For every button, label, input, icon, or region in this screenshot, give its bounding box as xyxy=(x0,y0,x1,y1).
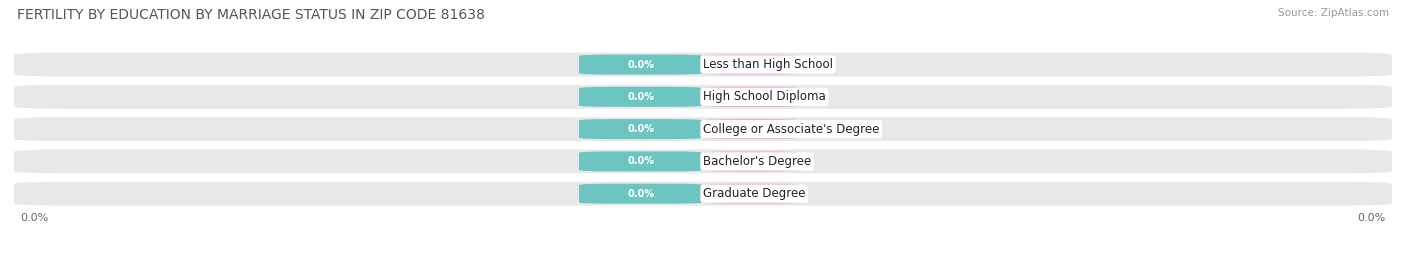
FancyBboxPatch shape xyxy=(703,119,800,139)
Text: 0.0%: 0.0% xyxy=(738,156,765,167)
FancyBboxPatch shape xyxy=(14,182,1392,206)
FancyBboxPatch shape xyxy=(579,119,703,139)
FancyBboxPatch shape xyxy=(579,87,703,107)
FancyBboxPatch shape xyxy=(703,151,800,171)
Text: 0.0%: 0.0% xyxy=(627,156,655,167)
FancyBboxPatch shape xyxy=(579,184,703,204)
Text: Less than High School: Less than High School xyxy=(703,58,832,71)
FancyBboxPatch shape xyxy=(703,55,800,75)
FancyBboxPatch shape xyxy=(703,87,800,107)
FancyBboxPatch shape xyxy=(14,117,1392,141)
Text: Source: ZipAtlas.com: Source: ZipAtlas.com xyxy=(1278,8,1389,18)
Text: Bachelor's Degree: Bachelor's Degree xyxy=(703,155,811,168)
Text: 0.0%: 0.0% xyxy=(738,189,765,199)
FancyBboxPatch shape xyxy=(14,150,1392,173)
Text: High School Diploma: High School Diploma xyxy=(703,90,825,103)
Text: Graduate Degree: Graduate Degree xyxy=(703,187,806,200)
Text: 0.0%: 0.0% xyxy=(627,92,655,102)
Text: 0.0%: 0.0% xyxy=(738,59,765,70)
Text: 0.0%: 0.0% xyxy=(627,124,655,134)
FancyBboxPatch shape xyxy=(579,55,703,75)
Text: 0.0%: 0.0% xyxy=(738,92,765,102)
Text: 0.0%: 0.0% xyxy=(627,189,655,199)
Legend: Married, Unmarried: Married, Unmarried xyxy=(620,266,786,269)
FancyBboxPatch shape xyxy=(703,184,800,204)
Text: College or Associate's Degree: College or Associate's Degree xyxy=(703,123,879,136)
Text: FERTILITY BY EDUCATION BY MARRIAGE STATUS IN ZIP CODE 81638: FERTILITY BY EDUCATION BY MARRIAGE STATU… xyxy=(17,8,485,22)
Text: 0.0%: 0.0% xyxy=(738,124,765,134)
FancyBboxPatch shape xyxy=(579,151,703,171)
FancyBboxPatch shape xyxy=(14,85,1392,109)
Text: 0.0%: 0.0% xyxy=(627,59,655,70)
FancyBboxPatch shape xyxy=(14,53,1392,76)
